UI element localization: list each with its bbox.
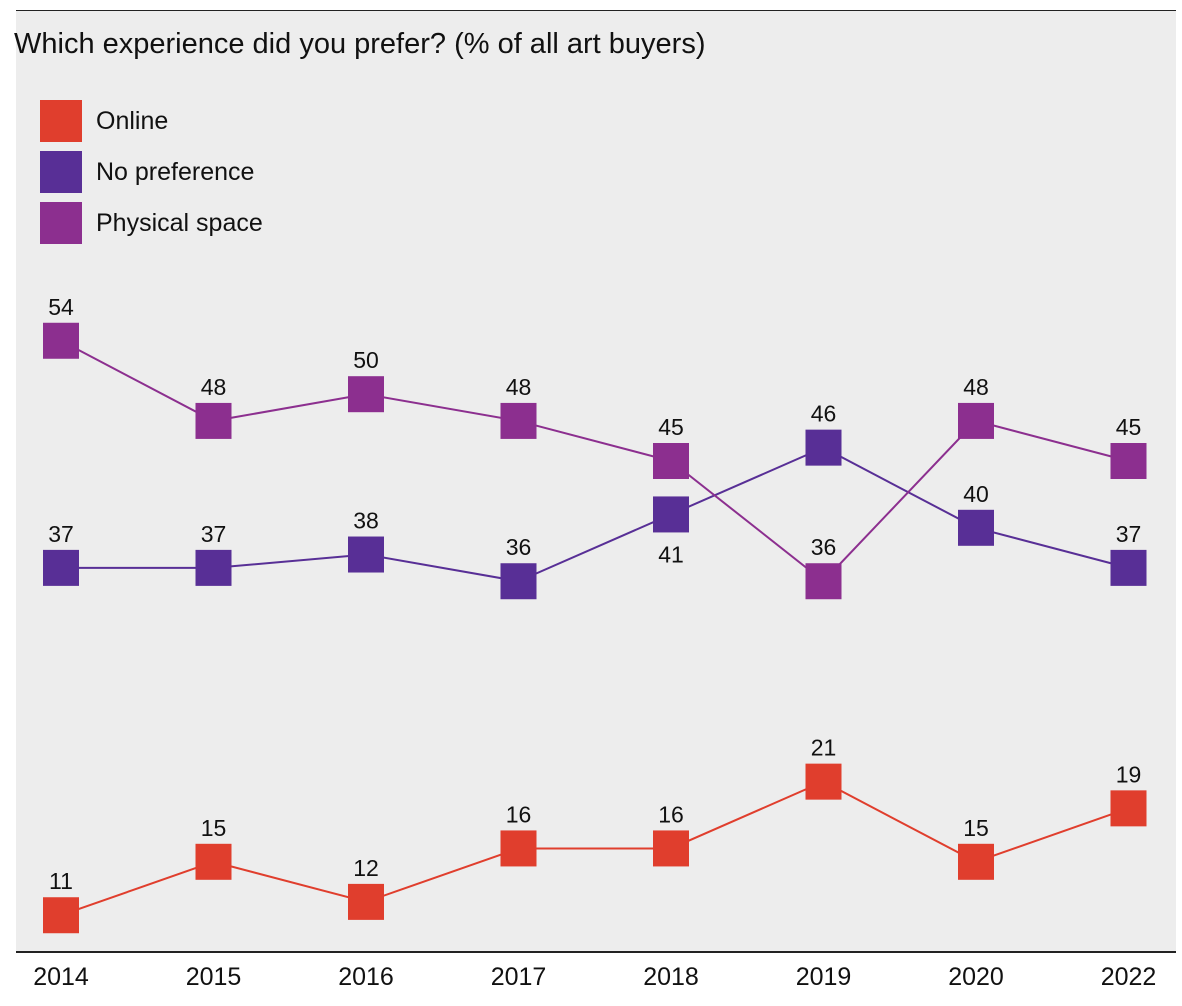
- marker-no-preference-2014: [43, 549, 79, 586]
- marker-no-preference-2017: [500, 563, 537, 600]
- value-label-physical-space-2014: 54: [48, 294, 74, 320]
- marker-online-2017: [500, 830, 537, 867]
- series-line-online: [60, 780, 1129, 917]
- value-label-online-2015: 15: [201, 815, 227, 841]
- marker-online-2015: [195, 843, 232, 880]
- legend-label-online: Online: [96, 106, 169, 135]
- marker-online-2019: [805, 763, 842, 800]
- value-label-online-2022: 19: [1116, 761, 1142, 787]
- value-label-online-2017: 16: [506, 801, 532, 827]
- chart-title: Which experience did you prefer? (% of a…: [14, 28, 706, 60]
- legend: Online No preference Physical space: [40, 100, 263, 253]
- x-tick-label-2022: 2022: [1101, 963, 1157, 991]
- value-label-no-preference-2019: 46: [811, 401, 837, 427]
- marker-no-preference-2019: [805, 429, 842, 466]
- legend-swatch-online: [40, 100, 82, 142]
- marker-physical-space-2019: [805, 563, 842, 600]
- marker-no-preference-2018: [653, 496, 689, 533]
- chart-panel: [16, 11, 1176, 951]
- legend-item-physical-space: Physical space: [40, 202, 263, 244]
- value-label-physical-space-2018: 45: [658, 414, 684, 440]
- value-label-no-preference-2022: 37: [1116, 521, 1142, 547]
- marker-no-preference-2015: [195, 549, 232, 586]
- legend-label-no-preference: No preference: [96, 157, 255, 186]
- value-label-online-2016: 12: [353, 855, 379, 881]
- marker-physical-space-2022: [1110, 443, 1147, 479]
- legend-swatch-physical-space: [40, 202, 82, 244]
- value-label-no-preference-2018: 41: [658, 541, 684, 567]
- marker-online-2016: [348, 883, 384, 920]
- value-label-online-2019: 21: [811, 735, 837, 761]
- value-label-physical-space-2016: 50: [353, 347, 379, 373]
- marker-physical-space-2017: [500, 402, 537, 439]
- value-label-online-2014: 11: [49, 868, 73, 894]
- value-label-online-2018: 16: [658, 801, 684, 827]
- series-line-physical-space: [60, 339, 1129, 583]
- marker-physical-space-2015: [195, 402, 232, 439]
- top-rule: [16, 10, 1176, 11]
- marker-no-preference-2020: [958, 509, 994, 546]
- x-axis-line: [16, 951, 1176, 953]
- value-label-physical-space-2017: 48: [506, 374, 532, 400]
- x-tick-label-2020: 2020: [948, 963, 1004, 991]
- x-tick-label-2018: 2018: [643, 963, 699, 991]
- marker-no-preference-2022: [1110, 549, 1147, 586]
- value-label-physical-space-2020: 48: [963, 374, 989, 400]
- x-tick-label-2016: 2016: [338, 963, 394, 991]
- value-label-no-preference-2020: 40: [963, 481, 989, 507]
- x-tick-label-2017: 2017: [491, 963, 547, 991]
- x-tick-label-2014: 2014: [33, 963, 89, 991]
- marker-no-preference-2016: [348, 536, 384, 573]
- value-label-no-preference-2016: 38: [353, 508, 379, 534]
- series-line-no-preference: [61, 446, 1129, 583]
- legend-item-online: Online: [40, 100, 263, 142]
- value-label-physical-space-2019: 36: [811, 534, 837, 560]
- legend-label-physical-space: Physical space: [96, 208, 263, 237]
- legend-swatch-no-preference: [40, 151, 82, 193]
- value-label-online-2020: 15: [963, 815, 989, 841]
- value-label-no-preference-2015: 37: [201, 521, 227, 547]
- marker-online-2022: [1110, 790, 1147, 827]
- marker-online-2014: [43, 897, 79, 934]
- x-tick-label-2019: 2019: [796, 963, 852, 991]
- marker-physical-space-2016: [348, 376, 384, 413]
- value-label-no-preference-2014: 37: [48, 521, 74, 547]
- marker-online-2018: [653, 830, 689, 867]
- x-tick-label-2015: 2015: [186, 963, 242, 991]
- marker-physical-space-2020: [958, 402, 994, 439]
- legend-item-no-preference: No preference: [40, 151, 263, 193]
- marker-physical-space-2014: [43, 322, 79, 359]
- value-label-no-preference-2017: 36: [506, 534, 532, 560]
- value-label-physical-space-2022: 45: [1116, 414, 1142, 440]
- marker-online-2020: [958, 843, 994, 880]
- value-label-physical-space-2015: 48: [201, 374, 227, 400]
- marker-physical-space-2018: [653, 443, 689, 479]
